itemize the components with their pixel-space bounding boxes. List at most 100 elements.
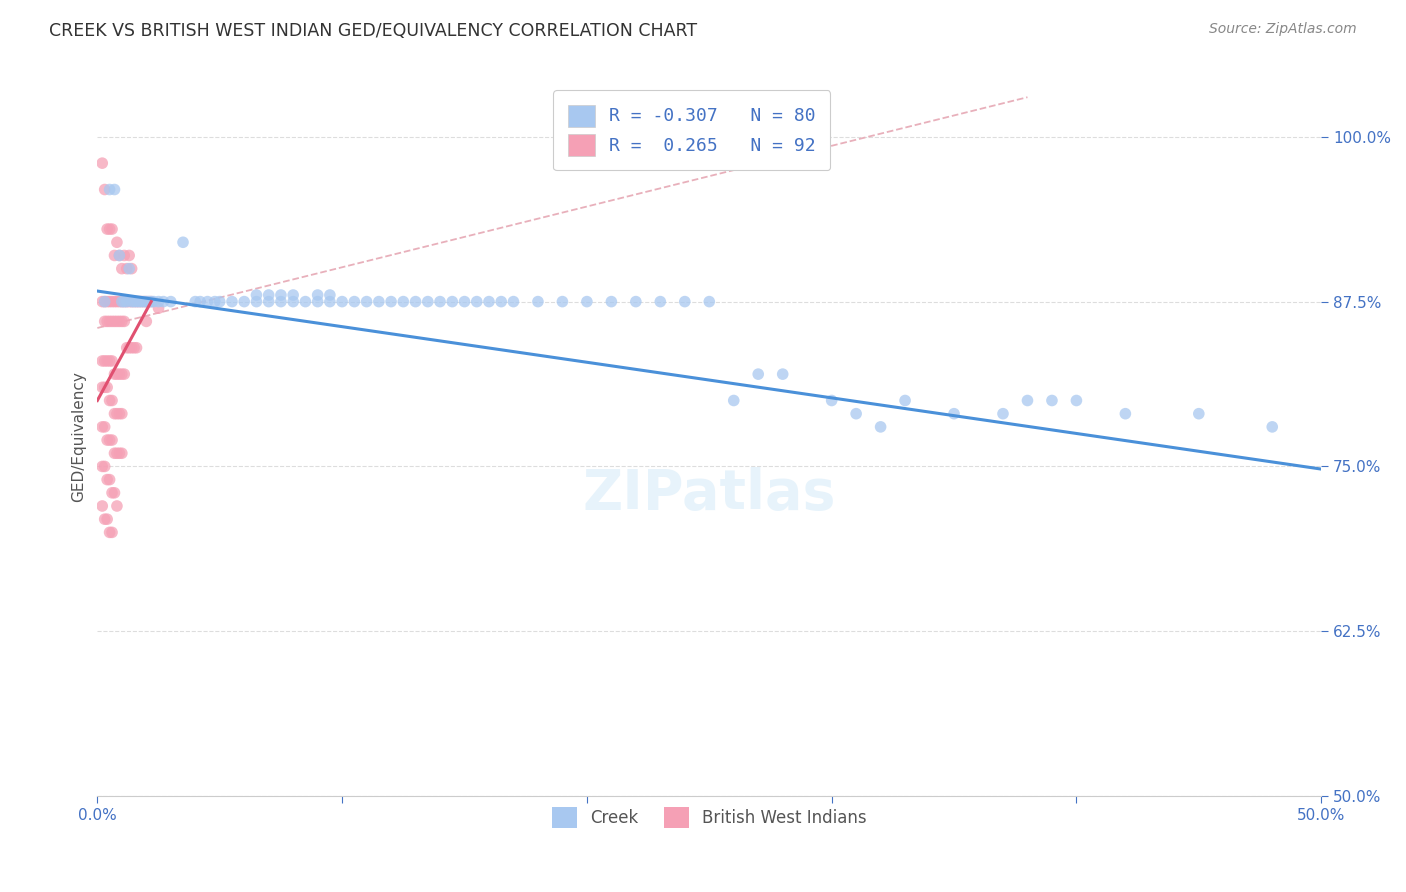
Legend: Creek, British West Indians: Creek, British West Indians bbox=[546, 801, 873, 835]
Point bbox=[103, 294, 125, 309]
Point bbox=[600, 294, 623, 309]
Point bbox=[131, 294, 153, 309]
Point bbox=[135, 294, 157, 309]
Point bbox=[98, 354, 121, 368]
Point bbox=[115, 294, 138, 309]
Point bbox=[1114, 407, 1136, 421]
Point bbox=[96, 512, 118, 526]
Point bbox=[115, 261, 138, 276]
Point bbox=[101, 485, 124, 500]
Point bbox=[93, 354, 115, 368]
Point bbox=[111, 446, 134, 460]
Point bbox=[991, 407, 1014, 421]
Point bbox=[465, 294, 488, 309]
Point bbox=[105, 314, 128, 328]
Point bbox=[93, 182, 115, 196]
Point bbox=[221, 294, 243, 309]
Point bbox=[257, 288, 280, 302]
Point bbox=[103, 314, 125, 328]
Point bbox=[96, 354, 118, 368]
Point bbox=[121, 341, 143, 355]
Point bbox=[91, 459, 114, 474]
Point bbox=[115, 294, 138, 309]
Point bbox=[172, 235, 194, 250]
Point bbox=[527, 294, 550, 309]
Point bbox=[1066, 393, 1088, 408]
Point bbox=[103, 446, 125, 460]
Point bbox=[103, 485, 125, 500]
Point bbox=[112, 294, 135, 309]
Point bbox=[245, 294, 267, 309]
Point bbox=[108, 314, 131, 328]
Point bbox=[502, 294, 524, 309]
Point bbox=[115, 341, 138, 355]
Point bbox=[93, 294, 115, 309]
Point bbox=[245, 288, 267, 302]
Point bbox=[108, 248, 131, 262]
Point bbox=[478, 294, 501, 309]
Point bbox=[152, 294, 174, 309]
Point bbox=[118, 261, 141, 276]
Point bbox=[159, 294, 181, 309]
Point bbox=[101, 393, 124, 408]
Point bbox=[108, 294, 131, 309]
Point bbox=[128, 294, 150, 309]
Point bbox=[141, 294, 163, 309]
Point bbox=[93, 420, 115, 434]
Point bbox=[575, 294, 598, 309]
Point bbox=[188, 294, 211, 309]
Point bbox=[105, 235, 128, 250]
Point bbox=[91, 156, 114, 170]
Point bbox=[673, 294, 696, 309]
Point bbox=[141, 294, 163, 309]
Point bbox=[111, 261, 134, 276]
Point bbox=[105, 367, 128, 381]
Point bbox=[128, 294, 150, 309]
Point bbox=[108, 367, 131, 381]
Point bbox=[845, 407, 868, 421]
Point bbox=[624, 294, 647, 309]
Point bbox=[96, 473, 118, 487]
Point bbox=[93, 459, 115, 474]
Point bbox=[1040, 393, 1063, 408]
Point bbox=[118, 341, 141, 355]
Point bbox=[330, 294, 353, 309]
Point bbox=[96, 294, 118, 309]
Point bbox=[405, 294, 427, 309]
Point bbox=[283, 288, 305, 302]
Point bbox=[105, 407, 128, 421]
Point bbox=[111, 367, 134, 381]
Point bbox=[869, 420, 891, 434]
Point bbox=[697, 294, 720, 309]
Text: Source: ZipAtlas.com: Source: ZipAtlas.com bbox=[1209, 22, 1357, 37]
Point bbox=[98, 525, 121, 540]
Point bbox=[894, 393, 917, 408]
Point bbox=[943, 407, 966, 421]
Point bbox=[101, 525, 124, 540]
Point bbox=[747, 367, 769, 381]
Point bbox=[98, 393, 121, 408]
Point bbox=[307, 294, 329, 309]
Point bbox=[125, 294, 148, 309]
Point bbox=[112, 248, 135, 262]
Point bbox=[96, 314, 118, 328]
Point bbox=[270, 294, 292, 309]
Point bbox=[101, 294, 124, 309]
Point bbox=[356, 294, 378, 309]
Point bbox=[111, 294, 134, 309]
Point bbox=[148, 301, 170, 316]
Point bbox=[138, 294, 160, 309]
Point bbox=[208, 294, 231, 309]
Point bbox=[380, 294, 402, 309]
Point bbox=[111, 314, 134, 328]
Point bbox=[105, 294, 128, 309]
Point bbox=[551, 294, 574, 309]
Point bbox=[142, 294, 165, 309]
Point bbox=[148, 294, 170, 309]
Point bbox=[138, 294, 160, 309]
Point bbox=[197, 294, 219, 309]
Point bbox=[135, 314, 157, 328]
Point bbox=[103, 248, 125, 262]
Point bbox=[98, 433, 121, 447]
Point bbox=[429, 294, 451, 309]
